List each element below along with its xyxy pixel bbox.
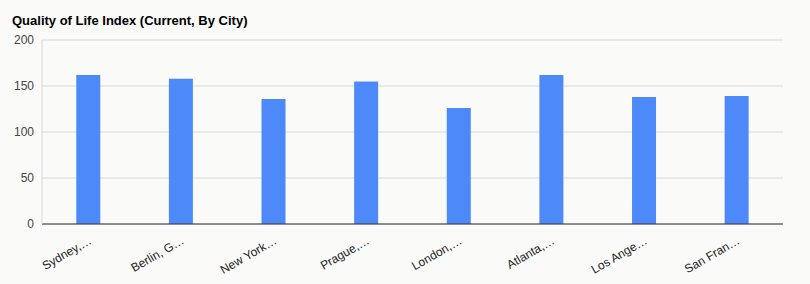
svg-text:Prague,…: Prague,…	[318, 233, 372, 272]
svg-text:Berlin, G…: Berlin, G…	[129, 233, 187, 274]
svg-text:Sydney,…: Sydney,…	[40, 233, 94, 272]
svg-text:50: 50	[21, 171, 35, 185]
svg-text:200: 200	[14, 33, 34, 47]
svg-text:San Fran…: San Fran…	[682, 233, 742, 276]
html-text:Quality of Life Index (Current: Quality of Life Index (Current, By City)	[12, 13, 248, 28]
svg-text:Atlanta,…: Atlanta,…	[504, 233, 557, 271]
svg-text:London,…: London,…	[409, 233, 464, 273]
svg-text:Los Ange…: Los Ange…	[589, 233, 650, 276]
svg-text:0: 0	[27, 217, 34, 231]
svg-text:New York…: New York…	[218, 233, 279, 276]
svg-text:150: 150	[14, 79, 34, 93]
svg-text:100: 100	[14, 125, 34, 139]
